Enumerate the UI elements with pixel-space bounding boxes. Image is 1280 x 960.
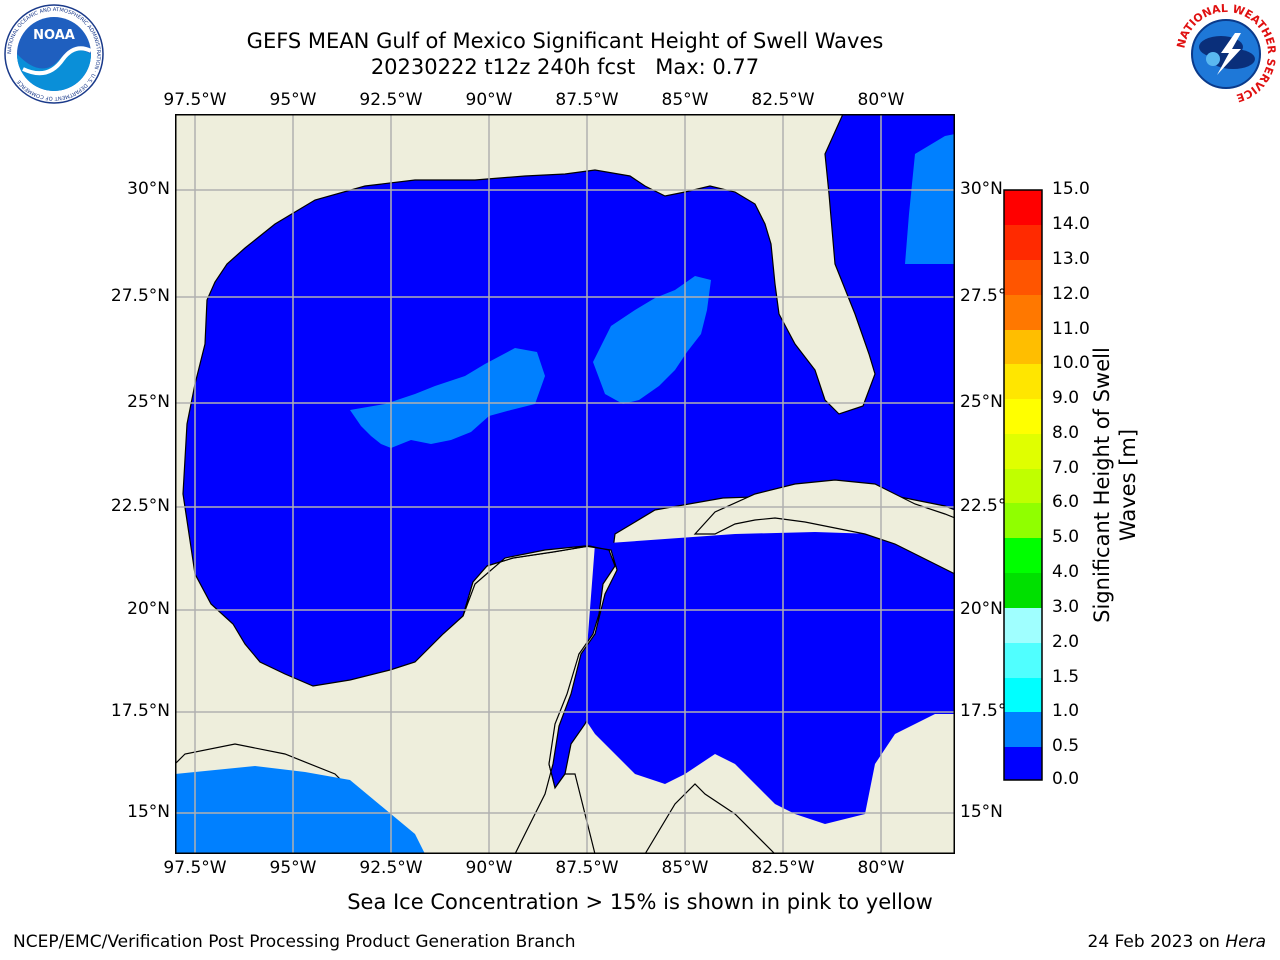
lat-label-left: 27.5°N <box>110 286 170 306</box>
lat-label-left: 30°N <box>127 179 170 199</box>
lon-label-bottom: 85°W <box>661 858 709 878</box>
lat-label-right: 15°N <box>960 802 1003 822</box>
colorbar-tick-label: 2.0 <box>1052 632 1080 652</box>
swell-patch-0.5-1.0 <box>175 766 425 854</box>
footer-host: Hera <box>1225 932 1266 952</box>
colorbar-tick-label: 1.0 <box>1052 701 1080 721</box>
chart-title: GEFS MEAN Gulf of Mexico Significant Hei… <box>246 29 884 53</box>
colorbar-segment <box>1004 538 1042 573</box>
colorbar-segment <box>1004 364 1042 399</box>
swell-patch-0.5-1.0 <box>905 134 955 264</box>
colorbar-tick-label: 9.0 <box>1052 388 1080 408</box>
colorbar-segment <box>1004 434 1042 469</box>
lon-label-bottom: 97.5°W <box>163 858 227 878</box>
lon-label-bottom: 92.5°W <box>359 858 423 878</box>
colorbar-tick-label: 0.5 <box>1052 736 1080 756</box>
gulf-of-mexico-swell <box>182 114 955 790</box>
nws-logo-icon: NATIONAL WEATHER SERVICE <box>1175 3 1277 105</box>
cuba-land <box>693 479 955 575</box>
footer-date: 24 Feb 2023 on Hera <box>1088 932 1266 952</box>
colorbar-tick-label: 13.0 <box>1052 249 1090 269</box>
footer-date-text: 24 Feb 2023 on <box>1087 932 1226 952</box>
yucatan-land <box>175 545 955 854</box>
colorbar-tick-label: 0.0 <box>1052 769 1080 789</box>
colorbar-segment <box>1004 225 1042 260</box>
lat-label-right: 30°N <box>960 179 1003 199</box>
colorbar-segment <box>1004 330 1042 364</box>
lon-label-bottom: 82.5°W <box>751 858 815 878</box>
colorbar-tick-label: 8.0 <box>1052 423 1080 443</box>
colorbar-frame <box>1003 189 1043 781</box>
lon-label-top: 82.5°W <box>751 90 815 110</box>
colorbar-segment <box>1004 190 1042 225</box>
colorbar-tick-label: 4.0 <box>1052 562 1080 582</box>
colorbar-segment <box>1004 503 1042 538</box>
lon-label-bottom: 80°W <box>857 858 905 878</box>
lon-label-top: 87.5°W <box>555 90 619 110</box>
lon-label-top: 90°W <box>465 90 513 110</box>
lon-label-top: 92.5°W <box>359 90 423 110</box>
colorbar-tick-label: 14.0 <box>1052 214 1090 234</box>
chart-subtitle: 20230222 t12z 240h fcst Max: 0.77 <box>370 55 760 79</box>
noaa-logo-icon: NOAA NATIONAL OCEANIC AND ATMOSPHERIC AD… <box>4 4 104 104</box>
colorbar-tick-label: 15.0 <box>1052 179 1090 199</box>
colorbar-tick-label: 11.0 <box>1052 319 1090 339</box>
caribbean-swell <box>575 532 955 824</box>
colorbar-segment <box>1004 399 1042 434</box>
lon-label-top: 97.5°W <box>163 90 227 110</box>
lat-label-right: 20°N <box>960 599 1003 619</box>
swell-patch-0.5-1.0 <box>593 276 711 404</box>
lon-label-bottom: 90°W <box>465 858 513 878</box>
map-frame <box>175 114 955 854</box>
lon-label-top: 95°W <box>269 90 317 110</box>
colorbar-tick-label: 3.0 <box>1052 597 1080 617</box>
lon-label-top: 80°W <box>857 90 905 110</box>
colorbar-segment <box>1004 608 1042 643</box>
colorbar-tick-label: 5.0 <box>1052 527 1080 547</box>
lon-label-bottom: 87.5°W <box>555 858 619 878</box>
lat-label-left: 25°N <box>127 392 170 412</box>
colorbar-segment <box>1004 712 1042 747</box>
lat-label-left: 15°N <box>127 802 170 822</box>
lat-label-left: 20°N <box>127 599 170 619</box>
lat-label-left: 22.5°N <box>110 496 170 516</box>
colorbar <box>1003 189 1043 781</box>
map-gridlines <box>175 114 955 854</box>
lon-label-top: 85°W <box>661 90 709 110</box>
noaa-logo-text: NOAA <box>33 28 75 43</box>
sea-ice-note: Sea Ice Concentration > 15% is shown in … <box>347 890 933 914</box>
map-panel <box>175 114 955 854</box>
lon-label-bottom: 95°W <box>269 858 317 878</box>
colorbar-tick-label: 1.5 <box>1052 667 1080 687</box>
lat-label-left: 17.5°N <box>110 701 170 721</box>
swell-patch-0.5-1.0 <box>350 348 545 448</box>
colorbar-segment <box>1004 747 1042 780</box>
colorbar-tick-label: 12.0 <box>1052 284 1090 304</box>
colorbar-tick-label: 10.0 <box>1052 353 1090 373</box>
colorbar-tick-label: 6.0 <box>1052 492 1080 512</box>
colorbar-segment <box>1004 469 1042 503</box>
colorbar-segment <box>1004 678 1042 712</box>
colorbar-segment <box>1004 643 1042 678</box>
colorbar-segment <box>1004 260 1042 295</box>
colorbar-title: Significant Height of Swell Waves [m] <box>1090 347 1140 623</box>
footer-branch: NCEP/EMC/Verification Post Processing Pr… <box>13 932 576 952</box>
colorbar-tick-label: 7.0 <box>1052 458 1080 478</box>
colorbar-segment <box>1004 573 1042 608</box>
lat-label-right: 25°N <box>960 392 1003 412</box>
colorbar-segment <box>1004 295 1042 330</box>
